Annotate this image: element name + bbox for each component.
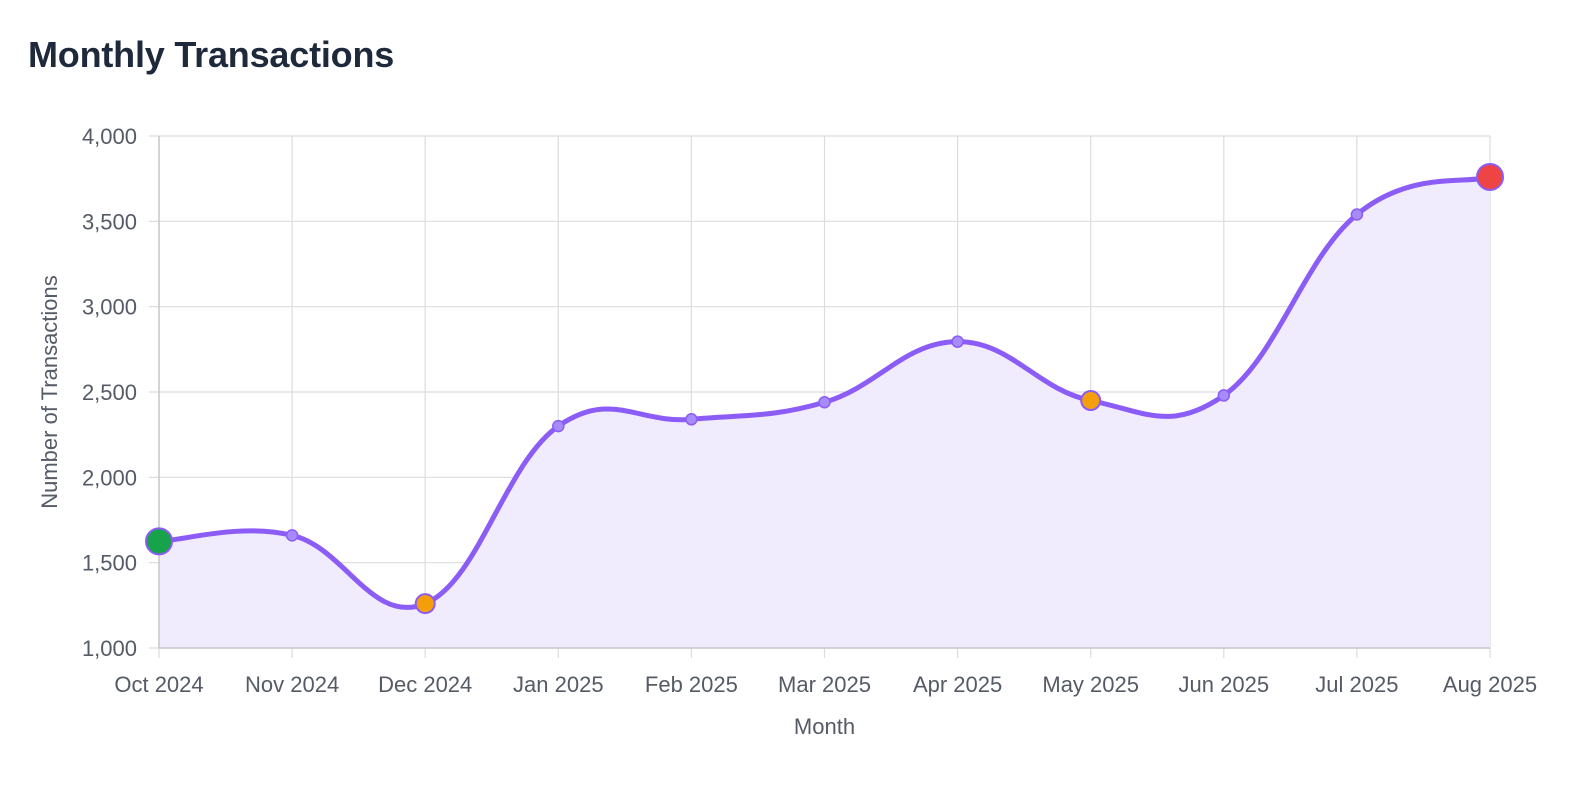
data-point-dip [414, 593, 436, 615]
data-points [145, 162, 1504, 615]
y-tick-label: 3,000 [82, 295, 137, 320]
area-fill [159, 176, 1490, 648]
x-tick-label: Jul 2025 [1315, 672, 1398, 697]
x-tick-label: Oct 2024 [114, 672, 203, 697]
x-tick-label: Jan 2025 [513, 672, 604, 697]
x-axis-title: Month [794, 714, 855, 739]
x-tick-label: Dec 2024 [378, 672, 472, 697]
data-point [1217, 389, 1231, 402]
data-point [951, 335, 964, 348]
data-point-low [145, 527, 173, 556]
y-tick-label: 4,000 [82, 124, 137, 149]
data-point-high [1476, 162, 1504, 191]
x-tick-label: Aug 2025 [1443, 672, 1537, 697]
chart-title: Monthly Transactions [28, 34, 395, 75]
y-tick-label: 1,500 [82, 551, 137, 576]
x-tick-label: Jun 2025 [1179, 672, 1270, 697]
x-tick-label: Feb 2025 [645, 672, 738, 697]
axes [158, 136, 1490, 649]
y-tick-label: 3,500 [82, 209, 137, 234]
data-point [1350, 208, 1364, 221]
data-point [285, 529, 299, 542]
y-tick-label: 1,000 [82, 636, 137, 661]
data-point [685, 413, 698, 426]
data-point [552, 419, 565, 433]
y-tick-label: 2,500 [82, 380, 137, 405]
data-point [818, 395, 831, 409]
y-tick-label: 2,000 [82, 465, 137, 490]
data-point-dip [1080, 390, 1102, 412]
x-tick-label: Nov 2024 [245, 672, 339, 697]
x-tick-labels: Oct 2024 Nov 2024 Dec 2024 Jan 2025 Feb 2025… [114, 672, 1537, 697]
x-tick-label: Apr 2025 [913, 672, 1002, 697]
y-tick-labels: 1,000 1,500 2,000 2,500 3,000 3,500 4,000 [82, 124, 137, 661]
x-tick-label: May 2025 [1042, 672, 1139, 697]
x-tick-label: Mar 2025 [778, 672, 871, 697]
y-axis-title: Number of Transactions [37, 275, 62, 509]
